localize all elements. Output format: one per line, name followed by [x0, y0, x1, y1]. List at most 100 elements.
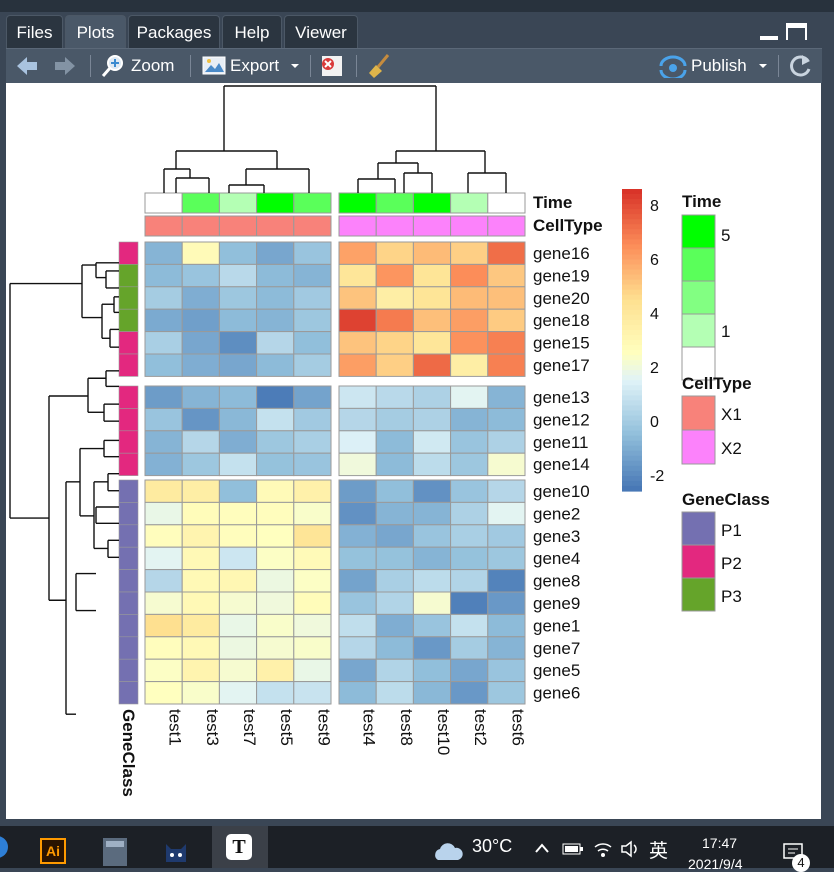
geneclass-annotation-cell: [118, 591, 139, 615]
heatmap-cell: [412, 241, 452, 265]
battery-icon[interactable]: [562, 842, 584, 856]
wifi-icon[interactable]: [593, 840, 613, 858]
temperature: 30°C: [472, 836, 513, 856]
colorbar-segment: [622, 194, 642, 200]
heatmap-cell: [181, 524, 220, 548]
heatmap-cell: [144, 308, 183, 333]
pane-tab-bar: Files Plots Packages Help Viewer: [0, 12, 834, 48]
heatmap-cell: [144, 636, 183, 660]
publish-icon[interactable]: [658, 54, 688, 78]
volume-icon[interactable]: [620, 840, 640, 858]
colorbar-segment: [622, 420, 642, 427]
colorbar-segment: [622, 465, 642, 472]
heatmap-cell: [412, 613, 452, 638]
geneclass-annotation-cell: [118, 614, 139, 638]
celltype-legend-label: X1: [721, 405, 742, 424]
heatmap-cell: [338, 681, 377, 705]
heatmap-cell: [218, 430, 258, 454]
colorbar-segment: [622, 425, 642, 432]
zoom-icon[interactable]: [100, 53, 126, 79]
minimize-icon[interactable]: [758, 20, 780, 40]
colorbar-segment: [622, 329, 642, 336]
time-annotation-cell: [256, 192, 295, 214]
heatmap-cell: [338, 501, 377, 526]
colorbar-tick-label: -2: [650, 468, 664, 485]
heatmap-cell: [487, 524, 526, 548]
taskbar-active-app[interactable]: T: [212, 826, 268, 868]
heatmap-cell: [487, 331, 526, 355]
clock-time[interactable]: 17:47: [702, 835, 738, 851]
colorbar-segment: [622, 470, 642, 477]
export-image-icon[interactable]: [200, 53, 228, 77]
publish-chevron-down-icon[interactable]: [758, 61, 768, 71]
heatmap-cell: [412, 385, 452, 409]
publish-button[interactable]: Publish: [691, 56, 747, 75]
heatmap-cell: [412, 407, 452, 432]
row-label-gene6: gene6: [533, 684, 580, 703]
clock-date[interactable]: 2021/9/4: [688, 856, 743, 872]
colorbar-segment: [622, 430, 642, 437]
heatmap-cell: [375, 331, 414, 355]
row-label-gene9: gene9: [533, 594, 580, 613]
zoom-button[interactable]: Zoom: [131, 56, 175, 75]
input-method-indicator[interactable]: 英: [649, 841, 669, 862]
colorbar-segment: [622, 309, 642, 316]
heatmap-cell: [487, 591, 526, 615]
colorbar-segment: [622, 264, 642, 271]
geneclass-annotation-cell: [118, 331, 139, 355]
heatmap-cell: [412, 479, 452, 503]
colorbar-segment: [622, 294, 642, 301]
refresh-icon[interactable]: [788, 53, 814, 79]
heatmap-cell: [293, 407, 332, 432]
heatmap-cell: [293, 613, 332, 638]
celltype-legend-label: X2: [721, 439, 742, 458]
tab-files[interactable]: Files: [6, 15, 63, 48]
tab-packages[interactable]: Packages: [128, 15, 220, 48]
time-annotation-cell: [487, 192, 526, 214]
tray-chevron-up-icon[interactable]: [534, 842, 550, 854]
column-label-test8: test8: [397, 709, 416, 746]
heatmap-cell: [256, 501, 295, 526]
heatmap-cell: [487, 569, 526, 593]
heatmap-cell: [487, 636, 526, 660]
heatmap-cell: [450, 308, 489, 333]
chevron-down-icon[interactable]: [290, 61, 300, 71]
geneclass-legend-label: P1: [721, 521, 742, 540]
geneclass-annotation-cell: [118, 353, 139, 377]
colorbar-segment: [622, 229, 642, 235]
heatmap-cell: [375, 569, 414, 593]
column-label-test4: test4: [360, 709, 379, 746]
column-label-test9: test9: [314, 709, 333, 746]
heatmap-cell: [293, 524, 332, 548]
tab-help[interactable]: Help: [222, 15, 282, 48]
row-label-gene1: gene1: [533, 616, 580, 635]
geneclass-annotation-cell: [118, 385, 139, 409]
heatmap-cell: [450, 430, 489, 454]
cat-app-icon[interactable]: [163, 838, 189, 864]
heatmap-cell: [256, 452, 295, 477]
forward-arrow-icon[interactable]: [52, 54, 78, 78]
remove-plot-icon[interactable]: [318, 53, 346, 79]
row-label-gene11: gene11: [533, 433, 588, 452]
broom-clear-icon[interactable]: [366, 52, 394, 80]
app-circle-icon[interactable]: [0, 836, 8, 858]
colorbar-segment: [622, 189, 642, 195]
illustrator-icon[interactable]: Ai: [40, 838, 66, 864]
heatmap-cell: [338, 524, 377, 548]
heatmap-cell: [181, 569, 220, 593]
heatmap-cell: [293, 308, 332, 333]
colorbar-segment: [622, 324, 642, 331]
export-button[interactable]: Export: [230, 56, 280, 75]
calculator-icon[interactable]: [103, 838, 127, 866]
heatmap-cell: [144, 546, 183, 571]
heatmap-cell: [144, 430, 183, 454]
heatmap-cell: [181, 613, 220, 638]
colorbar-segment: [622, 284, 642, 291]
heatmap-cell: [375, 353, 414, 377]
tab-plots[interactable]: Plots: [65, 15, 126, 48]
maximize-icon[interactable]: [785, 20, 809, 40]
heatmap-cell: [412, 546, 452, 571]
back-arrow-icon[interactable]: [14, 54, 40, 78]
heatmap-cell: [450, 331, 489, 355]
tab-viewer[interactable]: Viewer: [284, 15, 358, 48]
